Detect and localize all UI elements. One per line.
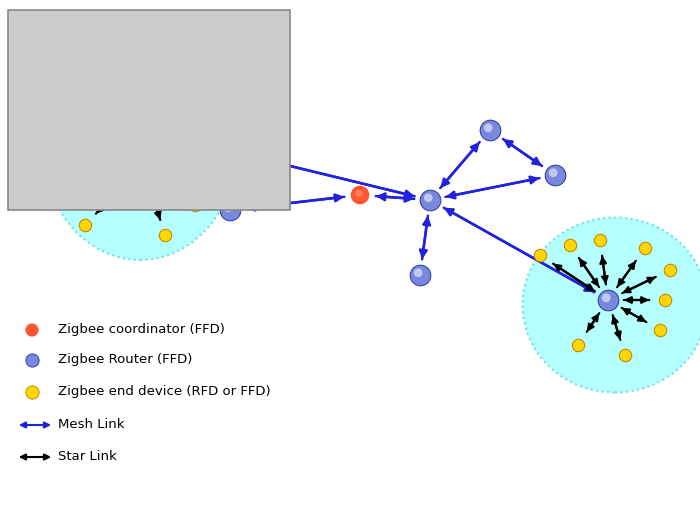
Text: Star Link: Star Link [58, 450, 117, 464]
Point [654, 326, 666, 334]
Point [594, 236, 606, 244]
Point [237, 149, 248, 157]
Point [564, 241, 575, 249]
Point [482, 124, 493, 132]
Point [27, 388, 38, 396]
Point [190, 201, 201, 209]
Point [199, 96, 211, 104]
Point [534, 251, 545, 259]
Point [160, 231, 171, 239]
Point [55, 166, 66, 174]
Point [484, 126, 496, 134]
Point [354, 191, 365, 199]
Point [136, 159, 147, 167]
Point [547, 169, 559, 177]
Ellipse shape [43, 30, 237, 260]
Point [664, 266, 676, 274]
Point [603, 296, 614, 304]
Point [424, 196, 435, 204]
Point [137, 161, 148, 169]
Point [414, 271, 426, 279]
Text: Zigbee Router (FFD): Zigbee Router (FFD) [58, 354, 192, 367]
Point [179, 51, 190, 59]
Point [239, 151, 251, 159]
Point [573, 341, 584, 349]
Point [601, 294, 612, 302]
Text: Mesh Link: Mesh Link [58, 419, 125, 431]
Point [639, 244, 650, 252]
Point [620, 351, 631, 359]
FancyBboxPatch shape [8, 10, 290, 210]
Text: Zigbee coordinator (FFD): Zigbee coordinator (FFD) [58, 324, 225, 336]
Point [423, 194, 434, 202]
Point [125, 36, 136, 44]
Point [412, 269, 423, 277]
Point [354, 189, 365, 197]
Point [199, 151, 211, 159]
Ellipse shape [522, 218, 700, 392]
Point [27, 326, 38, 334]
Point [27, 356, 38, 364]
Text: Zigbee end device (RFD or FFD): Zigbee end device (RFD or FFD) [58, 385, 271, 398]
Point [225, 206, 236, 214]
Point [79, 221, 90, 229]
Point [659, 296, 671, 304]
Point [74, 51, 85, 59]
Point [550, 171, 561, 179]
Point [223, 204, 234, 212]
